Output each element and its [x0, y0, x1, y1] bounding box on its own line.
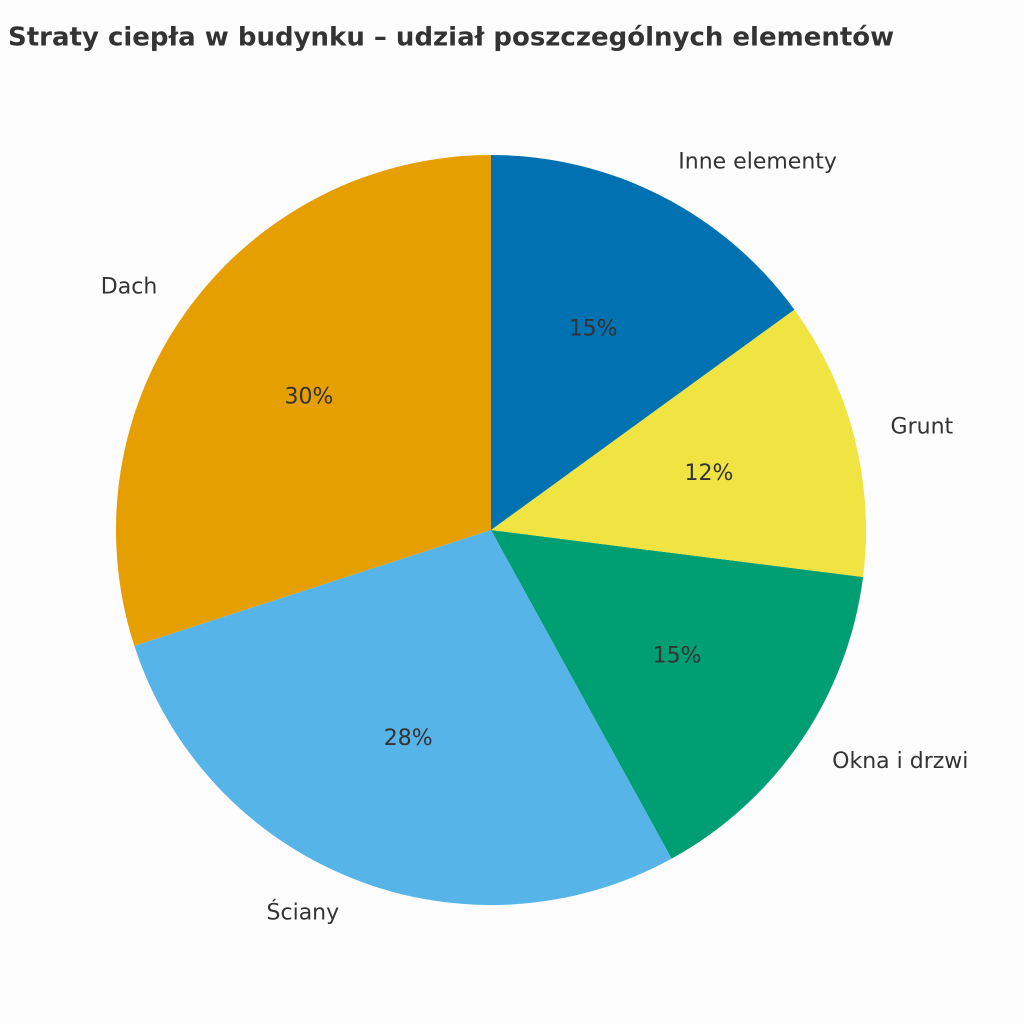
pie-slice: [116, 155, 492, 646]
slice-label: Inne elementy: [678, 149, 837, 174]
value-label: 12%: [684, 461, 733, 486]
value-label: 15%: [653, 643, 702, 668]
pie-slice: [491, 530, 864, 859]
chart-title: Straty ciepła w budynku – udział poszcze…: [8, 23, 894, 53]
slice-label: Dach: [101, 275, 157, 300]
value-label: 15%: [569, 317, 618, 342]
pie-slice: [491, 309, 866, 577]
pie-slice: [491, 155, 795, 530]
slice-label: Ściany: [267, 900, 340, 926]
value-label: 28%: [384, 726, 433, 751]
slice-label: Grunt: [891, 414, 954, 439]
value-label: 30%: [285, 385, 334, 410]
slice-label: Okna i drzwi: [832, 749, 968, 774]
pie-slice: [134, 530, 672, 905]
